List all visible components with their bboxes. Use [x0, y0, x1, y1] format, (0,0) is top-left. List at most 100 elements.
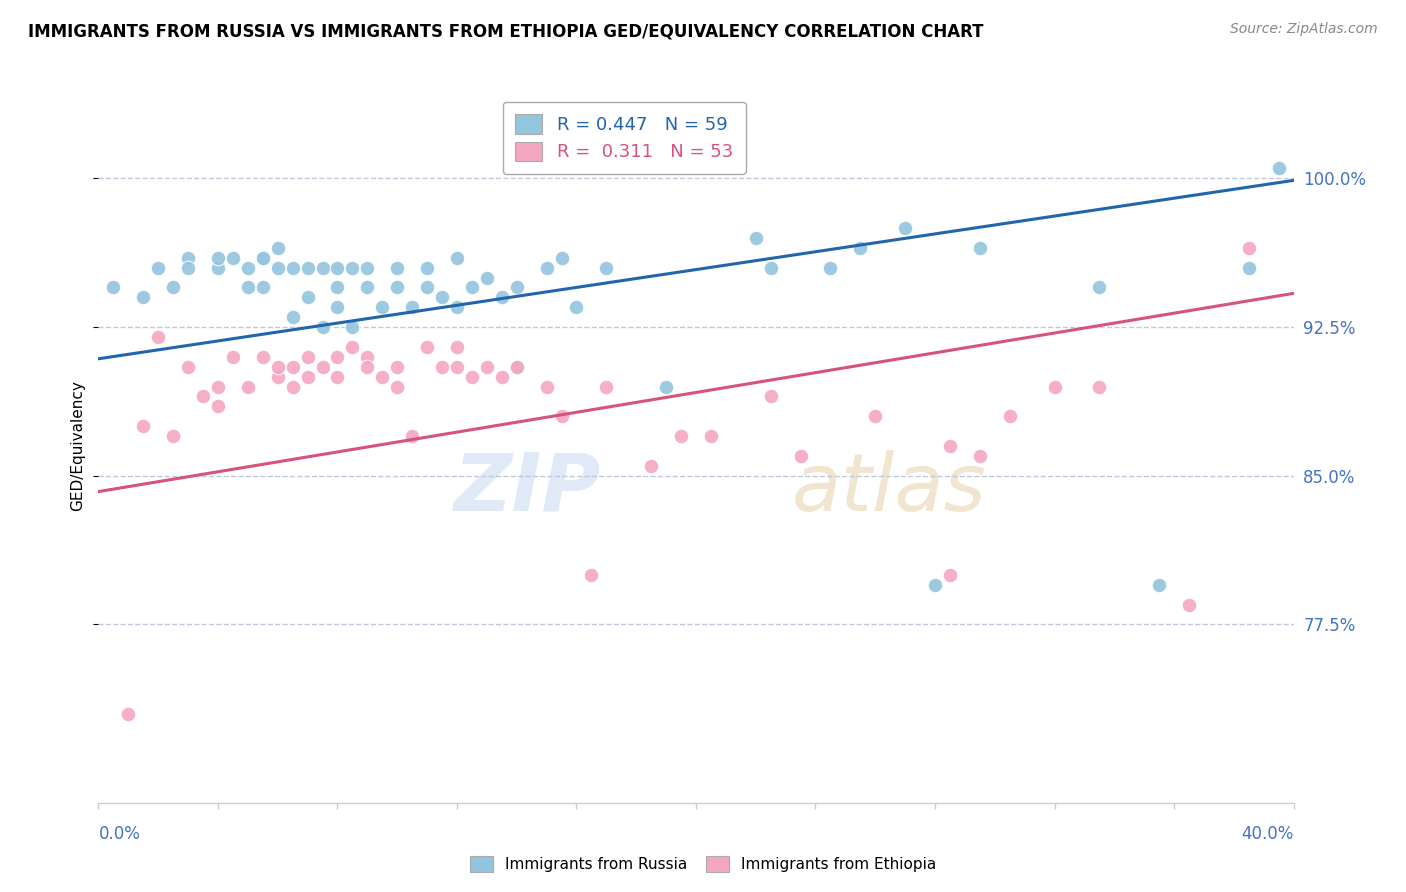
Point [326, 280, 349, 294]
Y-axis label: GED/Equivalency: GED/Equivalency [70, 381, 86, 511]
Point [222, 350, 245, 364]
Point [430, 290, 453, 304]
Point [103, 280, 125, 294]
Point [1043, 379, 1066, 393]
Point [745, 231, 768, 245]
Point [969, 241, 991, 255]
Point [1237, 260, 1260, 275]
Point [191, 389, 214, 403]
Point [326, 350, 349, 364]
Point [1088, 379, 1111, 393]
Point [416, 340, 439, 354]
Point [162, 429, 184, 443]
Point [162, 280, 184, 294]
Point [207, 260, 229, 275]
Point [371, 300, 394, 314]
Point [356, 280, 378, 294]
Point [385, 379, 409, 393]
Point [132, 290, 155, 304]
Point [655, 379, 678, 393]
Point [385, 359, 409, 374]
Point [326, 260, 349, 275]
Text: IMMIGRANTS FROM RUSSIA VS IMMIGRANTS FROM ETHIOPIA GED/EQUIVALENCY CORRELATION C: IMMIGRANTS FROM RUSSIA VS IMMIGRANTS FRO… [28, 22, 984, 40]
Point [401, 300, 423, 314]
Point [491, 290, 513, 304]
Point [491, 369, 513, 384]
Legend: R = 0.447   N = 59, R =  0.311   N = 53: R = 0.447 N = 59, R = 0.311 N = 53 [503, 102, 745, 174]
Point [252, 280, 274, 294]
Text: Source: ZipAtlas.com: Source: ZipAtlas.com [1230, 22, 1378, 37]
Point [595, 379, 617, 393]
Point [117, 706, 139, 721]
Point [536, 260, 558, 275]
Point [416, 260, 439, 275]
Point [236, 260, 259, 275]
Text: atlas: atlas [792, 450, 987, 528]
Point [148, 330, 170, 344]
Point [1178, 598, 1201, 612]
Point [820, 260, 842, 275]
Point [326, 300, 349, 314]
Point [700, 429, 723, 443]
Point [565, 300, 588, 314]
Point [1267, 161, 1289, 176]
Point [939, 439, 962, 453]
Point [207, 400, 229, 414]
Point [267, 359, 290, 374]
Legend: Immigrants from Russia, Immigrants from Ethiopia: Immigrants from Russia, Immigrants from … [463, 848, 943, 880]
Point [506, 359, 529, 374]
Point [759, 389, 782, 403]
Point [297, 260, 319, 275]
Point [446, 251, 468, 265]
Point [669, 429, 692, 443]
Point [252, 251, 274, 265]
Point [281, 260, 304, 275]
Point [506, 359, 529, 374]
Point [311, 359, 333, 374]
Point [281, 310, 304, 325]
Point [342, 320, 364, 334]
Point [430, 359, 453, 374]
Point [356, 260, 378, 275]
Point [356, 359, 378, 374]
Point [326, 369, 349, 384]
Point [506, 280, 529, 294]
Point [236, 280, 259, 294]
Point [207, 379, 229, 393]
Point [207, 251, 229, 265]
Point [267, 260, 290, 275]
Text: ZIP: ZIP [453, 450, 600, 528]
Point [894, 221, 917, 235]
Point [475, 359, 498, 374]
Point [281, 359, 304, 374]
Point [461, 280, 484, 294]
Point [969, 449, 991, 463]
Point [297, 369, 319, 384]
Point [1147, 578, 1170, 592]
Point [789, 449, 811, 463]
Point [281, 379, 304, 393]
Point [177, 251, 200, 265]
Point [640, 458, 662, 473]
Point [311, 320, 333, 334]
Point [385, 280, 409, 294]
Point [998, 409, 1021, 424]
Point [297, 290, 319, 304]
Point [1088, 280, 1111, 294]
Point [461, 369, 484, 384]
Point [536, 379, 558, 393]
Point [252, 350, 274, 364]
Point [581, 567, 603, 582]
Point [222, 251, 245, 265]
Point [148, 260, 170, 275]
Point [371, 369, 394, 384]
Point [267, 241, 290, 255]
Point [446, 340, 468, 354]
Point [446, 359, 468, 374]
Point [759, 260, 782, 275]
Point [297, 350, 319, 364]
Point [1237, 241, 1260, 255]
Point [401, 429, 423, 443]
Point [311, 260, 333, 275]
Point [865, 409, 887, 424]
